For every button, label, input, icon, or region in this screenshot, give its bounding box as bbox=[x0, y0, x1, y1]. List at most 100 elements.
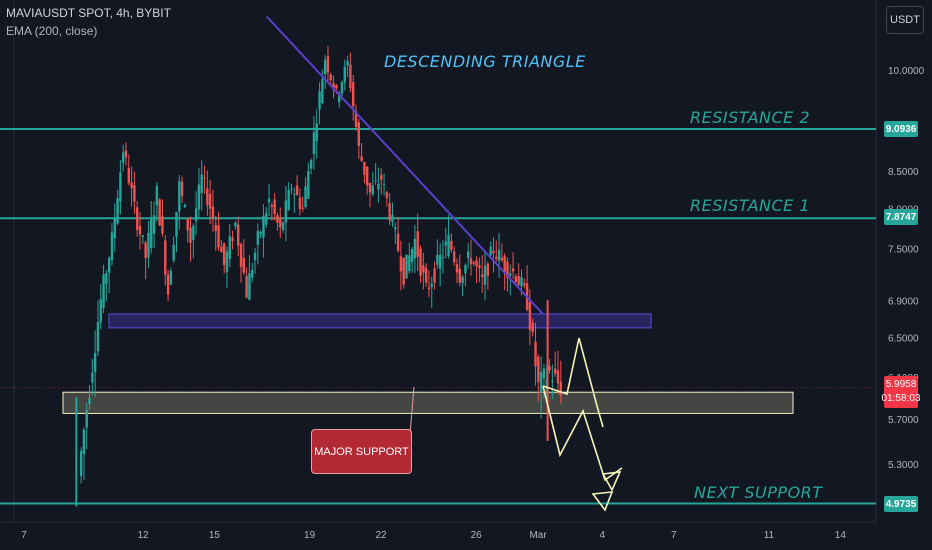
candle-body bbox=[161, 215, 164, 234]
bar-countdown: 01:58:03 bbox=[881, 393, 921, 404]
candle-body bbox=[419, 248, 422, 276]
major-support-callout[interactable]: MAJOR SUPPORT bbox=[311, 429, 412, 474]
candle-body bbox=[130, 182, 133, 189]
candle-body bbox=[164, 240, 167, 275]
candle-body bbox=[194, 208, 198, 221]
candle-body bbox=[472, 262, 476, 264]
candle-body bbox=[279, 217, 282, 228]
candle-body bbox=[483, 265, 487, 285]
candle-body bbox=[192, 225, 195, 240]
candle-body bbox=[433, 268, 436, 283]
candle-body bbox=[228, 236, 231, 259]
candle-body bbox=[281, 222, 285, 230]
candle-body bbox=[245, 275, 248, 298]
candle-body bbox=[427, 287, 431, 290]
currency-button[interactable]: USDT bbox=[886, 6, 924, 34]
candle-body bbox=[99, 299, 102, 323]
candle-body bbox=[124, 150, 128, 158]
x-tick-label: 7 bbox=[671, 530, 677, 541]
candle-body bbox=[539, 372, 543, 393]
candle-body bbox=[413, 239, 417, 259]
candle-body bbox=[312, 132, 316, 155]
candle-body bbox=[335, 85, 338, 89]
candle-body bbox=[349, 64, 352, 89]
candle-body bbox=[388, 203, 391, 221]
candle-body bbox=[79, 450, 83, 477]
candle-body bbox=[371, 185, 375, 195]
candle-body bbox=[385, 192, 389, 199]
candle-body bbox=[461, 276, 464, 284]
candle-body bbox=[455, 264, 459, 273]
candle-body bbox=[155, 186, 159, 206]
candle-body bbox=[340, 82, 344, 94]
symbol-title: MAVIAUSDT SPOT, 4h, BYBIT bbox=[6, 6, 171, 20]
candle-body bbox=[259, 231, 262, 235]
y-tick-label: 6.9000 bbox=[888, 296, 919, 307]
candle-body bbox=[430, 283, 433, 288]
candle-body bbox=[452, 251, 456, 263]
candle-body bbox=[438, 254, 442, 269]
candle-body bbox=[200, 174, 203, 194]
candle-body bbox=[332, 83, 335, 90]
candle-body bbox=[424, 268, 428, 283]
pattern-title: DESCENDING TRIANGLE bbox=[384, 52, 586, 71]
y-tick-label: 10.0000 bbox=[888, 66, 925, 77]
candle-body bbox=[329, 74, 332, 81]
x-tick-label: Mar bbox=[529, 530, 547, 541]
candle-body bbox=[489, 246, 492, 256]
candle-body bbox=[469, 258, 473, 265]
candle-body bbox=[91, 372, 94, 383]
candle-body bbox=[183, 204, 187, 207]
candle-body bbox=[553, 368, 557, 374]
candle-body bbox=[222, 243, 226, 265]
candle-body bbox=[551, 380, 554, 382]
candle-body bbox=[262, 215, 265, 238]
candle-body bbox=[273, 199, 276, 215]
y-tick-label: 6.5000 bbox=[888, 333, 919, 344]
candle-body bbox=[267, 198, 271, 203]
candle-body bbox=[352, 82, 355, 107]
candle-body bbox=[203, 177, 206, 179]
candle-body bbox=[523, 283, 526, 286]
projection-path bbox=[542, 337, 604, 428]
candle-body bbox=[287, 190, 290, 210]
arrowhead bbox=[591, 491, 614, 512]
candle-body bbox=[337, 93, 341, 103]
candle-body bbox=[315, 123, 318, 142]
y-tick-label: 5.7000 bbox=[888, 415, 919, 426]
indicator-legend[interactable]: EMA (200, close) bbox=[6, 24, 98, 38]
candle-body bbox=[531, 322, 534, 333]
candle-body bbox=[360, 156, 363, 161]
candle-body bbox=[136, 207, 139, 230]
candle-body bbox=[102, 274, 105, 308]
candle-body bbox=[357, 122, 361, 146]
candle-body bbox=[495, 256, 498, 259]
candle-body bbox=[503, 256, 506, 273]
candle-body bbox=[85, 410, 88, 428]
major-support-zone bbox=[62, 391, 794, 414]
candle-body bbox=[242, 257, 246, 273]
y-tick-label: 5.3000 bbox=[888, 460, 919, 471]
candle-body bbox=[500, 257, 504, 261]
candle-body bbox=[253, 252, 257, 261]
candle-body bbox=[486, 263, 490, 276]
x-tick-label: 15 bbox=[209, 530, 221, 541]
candle-body bbox=[237, 224, 240, 246]
candle-body bbox=[276, 215, 279, 223]
candle-body bbox=[509, 273, 512, 276]
candle-body bbox=[548, 366, 551, 370]
x-tick-label: 26 bbox=[471, 530, 483, 541]
candle-body bbox=[107, 257, 111, 273]
candle-body bbox=[520, 277, 523, 287]
next-support-price-tag: 4.9735 bbox=[884, 496, 918, 512]
candle-body bbox=[382, 183, 386, 185]
candle-body bbox=[211, 206, 215, 218]
candle-body bbox=[368, 182, 372, 193]
candle-body bbox=[492, 250, 495, 254]
candle-body bbox=[478, 265, 481, 269]
candle-body bbox=[284, 200, 288, 223]
candle-body bbox=[346, 61, 349, 66]
candle-body bbox=[321, 79, 324, 104]
candle-body bbox=[410, 249, 414, 263]
